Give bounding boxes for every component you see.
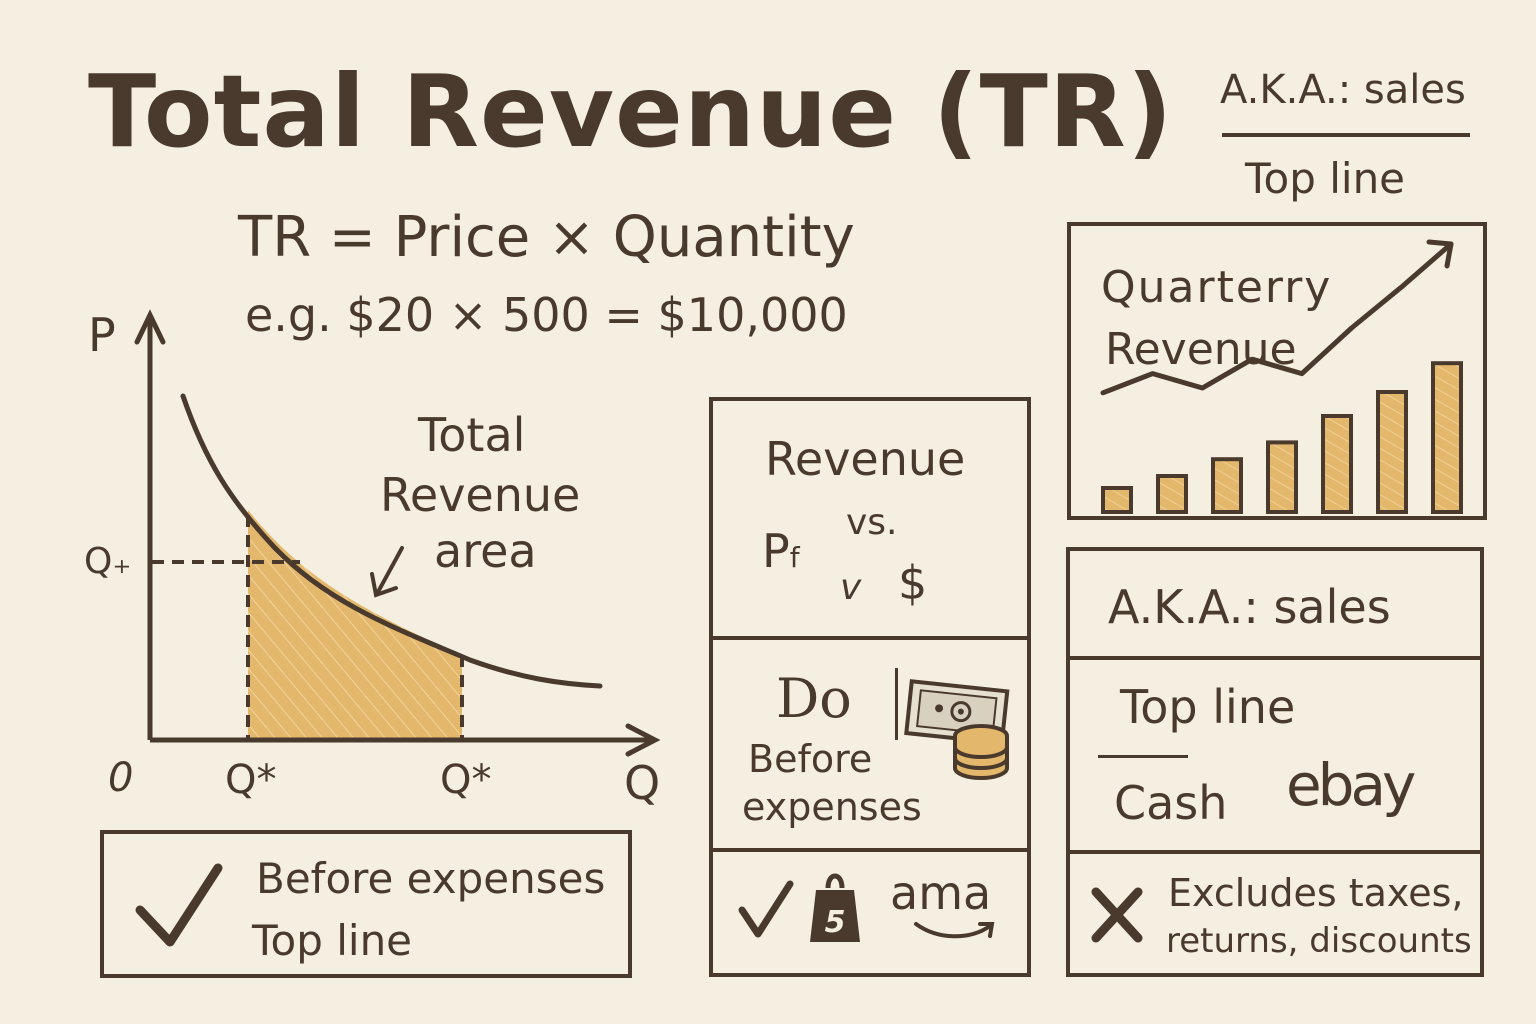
right-divider-2 <box>1068 850 1482 854</box>
vertical-bar <box>895 668 898 740</box>
revenue-bars <box>1101 361 1463 514</box>
annotation-revenue: Revenue <box>380 468 581 522</box>
trend-line <box>1100 241 1454 396</box>
before-label: Before <box>748 737 873 781</box>
amazon-smile-icon <box>914 922 995 939</box>
x-axis-label: Q <box>624 756 661 810</box>
vs-label: vs. <box>846 502 898 543</box>
formula-main: TR = Price × Quantity <box>238 205 855 270</box>
revenue-vs-title: Revenue <box>765 432 966 486</box>
quarterly-revenue-card: Quarterry Revenue <box>1067 222 1487 520</box>
top-line-text: Top line <box>252 916 413 965</box>
right-divider-1 <box>1068 656 1482 660</box>
excludes-line2: returns, discounts <box>1166 921 1472 961</box>
aka-divider <box>1222 133 1470 137</box>
shopping-bag-icon: 5 <box>810 873 860 942</box>
aka-sublabel: Top line <box>1245 154 1406 203</box>
cash-label: Cash <box>1114 776 1228 830</box>
annotation-area: area <box>434 524 537 578</box>
excludes-line1: Excludes taxes, <box>1168 871 1464 915</box>
svg-text:5: 5 <box>825 905 846 940</box>
trend-arrowhead <box>1426 239 1454 269</box>
y-axis-label: P <box>88 308 116 362</box>
before-expenses-text: Before expenses <box>256 854 606 903</box>
bar-4 <box>1266 440 1298 514</box>
do-label: Do <box>776 667 852 730</box>
origin-label: 0 <box>108 755 134 801</box>
x-marker-left: Q* <box>225 757 277 803</box>
before-expenses-box: Before expenses Top line <box>100 830 632 978</box>
check-icon <box>135 863 223 947</box>
top-line-underline <box>1098 755 1188 758</box>
bar-5 <box>1321 414 1353 514</box>
f-subscript: f <box>789 541 800 574</box>
ebay-text: ebay <box>1286 751 1416 819</box>
v-symbol: v <box>840 567 862 608</box>
p-letter: P <box>762 524 790 578</box>
middle-divider-2 <box>711 848 1029 852</box>
right-top-line: Top line <box>1120 680 1296 734</box>
annotation-total: Total <box>418 408 526 462</box>
check-icon <box>738 880 794 938</box>
bar-6 <box>1376 390 1408 514</box>
cash-and-coins-icon <box>904 679 1010 780</box>
demand-graph: P Q 0 Q₊ Q* Q* Total Revenue area <box>0 0 700 820</box>
dollar-symbol: $ <box>898 556 928 610</box>
expenses-label: expenses <box>742 785 922 829</box>
bar-2 <box>1156 474 1188 514</box>
middle-column-card <box>709 397 1031 977</box>
x-marker-right: Q* <box>440 757 492 803</box>
x-icon <box>1091 887 1143 943</box>
bar-3 <box>1211 457 1243 514</box>
demand-curve-plot <box>134 309 661 757</box>
middle-divider-1 <box>711 636 1029 640</box>
bar-1 <box>1101 486 1133 514</box>
right-column-card <box>1066 547 1484 977</box>
bar-7 <box>1431 361 1463 514</box>
chart-title-line1: Quarterry <box>1101 262 1333 313</box>
y-marker-label: Q₊ <box>84 541 132 582</box>
aka-label: A.K.A.: sales <box>1220 67 1466 113</box>
page-title: Total Revenue (TR) <box>88 53 1174 170</box>
formula-example: e.g. $20 × 500 = $10,000 <box>245 288 848 342</box>
quarterly-bar-chart <box>1100 239 1463 514</box>
amazon-text: ama <box>890 866 992 920</box>
pf-symbol: Pf <box>762 528 800 574</box>
right-aka-label: A.K.A.: sales <box>1108 580 1391 634</box>
